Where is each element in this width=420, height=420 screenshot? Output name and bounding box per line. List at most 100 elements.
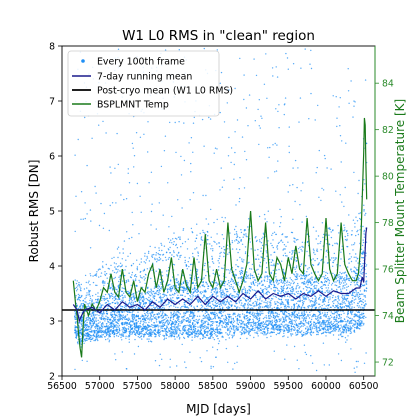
scatter-point	[211, 318, 213, 321]
scatter-point	[107, 293, 110, 295]
scatter-point	[344, 235, 346, 238]
scatter-point	[299, 326, 302, 328]
scatter-point	[210, 248, 212, 250]
scatter-point	[105, 273, 108, 275]
scatter-point	[97, 319, 99, 322]
scatter-point	[339, 317, 341, 319]
scatter-point	[224, 314, 227, 317]
scatter-point	[283, 318, 285, 321]
scatter-point	[265, 271, 267, 273]
scatter-point	[302, 288, 305, 290]
scatter-point	[206, 334, 209, 337]
scatter-point	[358, 318, 360, 321]
scatter-point	[178, 121, 180, 123]
scatter-point	[104, 282, 106, 284]
scatter-point	[349, 330, 351, 332]
scatter-point	[318, 311, 321, 314]
scatter-point	[100, 289, 102, 291]
scatter-point	[301, 312, 303, 315]
scatter-point	[339, 97, 341, 99]
scatter-point	[149, 312, 151, 314]
scatter-point	[334, 258, 336, 261]
scatter-point	[115, 324, 117, 326]
scatter-point	[165, 328, 168, 330]
scatter-point	[109, 303, 112, 305]
scatter-point	[279, 208, 281, 211]
scatter-point	[196, 315, 199, 317]
scatter-point	[303, 331, 305, 334]
scatter-point	[299, 293, 301, 295]
scatter-point	[351, 294, 354, 296]
scatter-point	[253, 314, 255, 316]
scatter-point	[316, 328, 318, 330]
scatter-point	[161, 322, 164, 324]
scatter-point	[226, 333, 229, 335]
scatter-point	[128, 237, 130, 240]
scatter-point	[186, 290, 189, 292]
scatter-point	[230, 318, 233, 320]
scatter-point	[222, 291, 224, 293]
scatter-point	[143, 299, 145, 301]
scatter-point	[115, 202, 117, 204]
scatter-point	[190, 171, 192, 173]
scatter-point	[271, 259, 273, 261]
scatter-point	[287, 313, 290, 315]
scatter-point	[172, 284, 175, 287]
scatter-point	[244, 303, 246, 305]
scatter-point	[231, 241, 234, 244]
scatter-point	[75, 329, 77, 332]
scatter-point	[181, 316, 183, 319]
scatter-point	[158, 249, 160, 252]
scatter-point	[267, 278, 269, 280]
scatter-point	[114, 353, 116, 355]
scatter-point	[225, 319, 228, 321]
scatter-point	[151, 293, 153, 295]
scatter-point	[228, 333, 231, 335]
scatter-point	[113, 314, 115, 316]
scatter-point	[267, 147, 269, 149]
scatter-point	[200, 360, 203, 363]
scatter-point	[318, 149, 320, 152]
scatter-point	[139, 275, 142, 277]
scatter-point	[142, 334, 145, 336]
scatter-point	[322, 342, 325, 344]
scatter-point	[180, 155, 182, 158]
scatter-point	[161, 329, 163, 332]
scatter-points	[74, 47, 368, 373]
scatter-point	[239, 313, 241, 316]
scatter-point	[344, 239, 347, 241]
scatter-point	[309, 328, 312, 331]
scatter-point	[183, 337, 186, 340]
scatter-point	[243, 259, 245, 261]
scatter-point	[355, 260, 357, 262]
scatter-point	[249, 273, 252, 275]
scatter-point	[182, 305, 184, 307]
scatter-point	[190, 319, 192, 321]
scatter-point	[194, 278, 196, 280]
scatter-point	[140, 326, 142, 328]
scatter-point	[87, 303, 90, 305]
scatter-point	[270, 242, 272, 245]
scatter-point	[143, 269, 146, 272]
scatter-point	[295, 273, 298, 275]
scatter-point	[220, 291, 222, 294]
scatter-point	[151, 333, 153, 335]
scatter-point	[216, 148, 218, 150]
scatter-point	[343, 205, 345, 208]
scatter-point	[202, 317, 204, 320]
scatter-point	[284, 324, 286, 326]
scatter-point	[241, 280, 243, 282]
scatter-point	[170, 305, 172, 307]
scatter-point	[303, 311, 305, 313]
scatter-point	[248, 218, 250, 220]
scatter-point	[181, 207, 183, 209]
scatter-point	[186, 268, 188, 270]
scatter-point	[139, 136, 142, 138]
scatter-point	[128, 335, 131, 338]
scatter-point	[128, 326, 130, 328]
scatter-point	[227, 269, 229, 271]
scatter-point	[206, 332, 209, 334]
scatter-point	[271, 322, 273, 324]
scatter-point	[347, 285, 350, 288]
scatter-point	[89, 209, 92, 211]
